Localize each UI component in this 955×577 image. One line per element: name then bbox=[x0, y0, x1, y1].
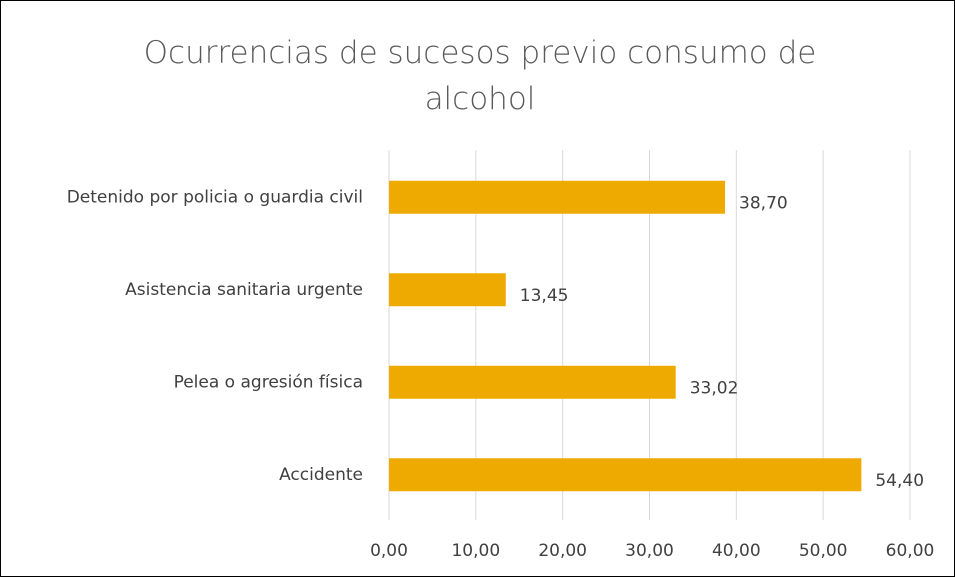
bar bbox=[389, 273, 506, 307]
x-tick-label: 30,00 bbox=[625, 541, 674, 561]
y-tick-label: Asistencia sanitaria urgente bbox=[125, 280, 363, 300]
x-tick-label: 50,00 bbox=[799, 541, 848, 561]
chart-title: Ocurrencias de sucesos previo consumo de… bbox=[143, 35, 817, 117]
x-tick-label: 0,00 bbox=[370, 541, 408, 561]
bar bbox=[389, 365, 676, 399]
x-tick-label: 60,00 bbox=[886, 541, 935, 561]
x-tick-label: 10,00 bbox=[451, 541, 500, 561]
x-tick-label: 20,00 bbox=[538, 541, 587, 561]
data-label: 13,45 bbox=[520, 286, 569, 306]
y-tick-label: Accidente bbox=[279, 465, 363, 485]
y-tick-label: Detenido por policia o guardia civil bbox=[67, 187, 363, 207]
y-tick-label: Pelea o agresión física bbox=[174, 372, 363, 392]
bar bbox=[389, 458, 862, 492]
bar bbox=[389, 180, 726, 214]
data-label: 54,40 bbox=[875, 471, 924, 491]
data-label: 33,02 bbox=[690, 378, 739, 398]
data-label: 38,70 bbox=[739, 193, 788, 213]
x-tick-label: 40,00 bbox=[712, 541, 761, 561]
